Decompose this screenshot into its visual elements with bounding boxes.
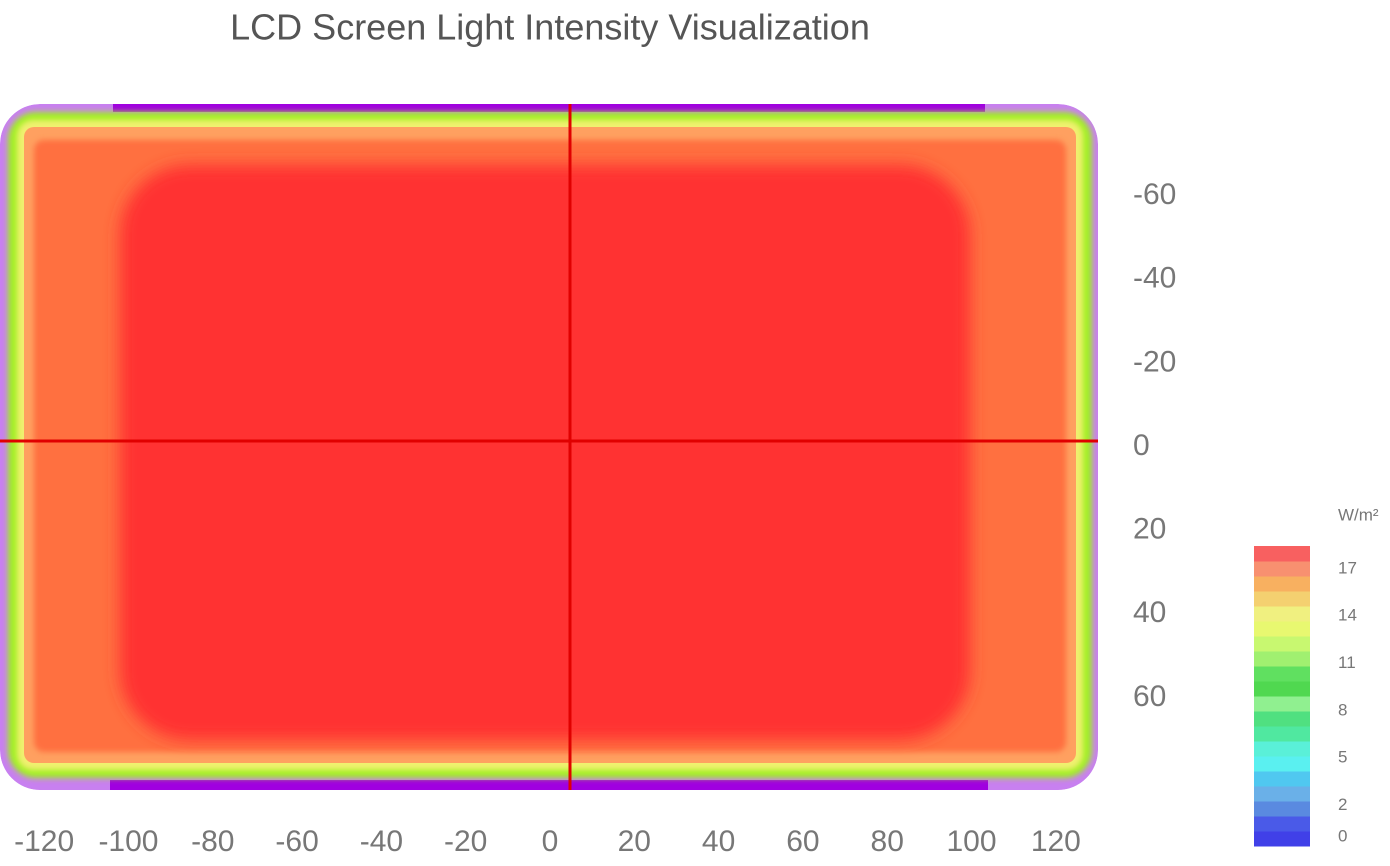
x-tick-label: 60 <box>786 825 819 858</box>
colorbar-tick-label: 8 <box>1338 700 1347 719</box>
colorbar-swatch <box>1254 711 1310 727</box>
x-tick-label: 80 <box>871 825 904 858</box>
colorbar-swatch <box>1254 816 1310 832</box>
heatmap <box>0 104 1098 790</box>
x-tick-label: 20 <box>618 825 651 858</box>
colorbar-swatch <box>1254 756 1310 772</box>
colorbar-swatch <box>1254 576 1310 592</box>
colorbar-swatch <box>1254 666 1310 682</box>
y-tick-label: -40 <box>1133 262 1176 295</box>
x-tick-label: 120 <box>1031 825 1081 858</box>
colorbar-swatch <box>1254 831 1310 847</box>
colorbar-swatch <box>1254 801 1310 817</box>
y-tick-label: -60 <box>1133 178 1176 211</box>
y-tick-label: 20 <box>1133 513 1166 546</box>
colorbar-tick-label: 11 <box>1338 653 1356 672</box>
x-tick-label: 0 <box>542 825 559 858</box>
x-tick-label: -120 <box>14 825 74 858</box>
y-tick-label: -20 <box>1133 345 1176 378</box>
y-tick-label: 0 <box>1133 429 1150 462</box>
colorbar-swatch <box>1254 726 1310 742</box>
colorbar-swatch <box>1254 606 1310 622</box>
y-tick-label: 40 <box>1133 596 1166 629</box>
colorbar-swatch <box>1254 786 1310 802</box>
colorbar-tick-label: 2 <box>1338 795 1347 814</box>
x-tick-label: 40 <box>702 825 735 858</box>
colorbar-swatch <box>1254 681 1310 697</box>
colorbar-swatch <box>1254 696 1310 712</box>
y-tick-label: 60 <box>1133 680 1166 713</box>
colorbar-tick-label: 17 <box>1338 558 1357 577</box>
colorbar-swatch <box>1254 546 1310 562</box>
colorbar-tick-label: 0 <box>1338 826 1347 845</box>
x-tick-label: -20 <box>444 825 487 858</box>
colorbar-tick-label: 5 <box>1338 748 1347 767</box>
colorbar-label: W/m² <box>1338 505 1379 524</box>
x-tick-label: 100 <box>947 825 997 858</box>
colorbar-swatch <box>1254 651 1310 667</box>
colorbar-tick-label: 14 <box>1338 606 1357 625</box>
colorbar-swatch <box>1254 621 1310 637</box>
x-tick-label: -80 <box>191 825 234 858</box>
x-tick-label: -40 <box>360 825 403 858</box>
colorbar-swatch <box>1254 771 1310 787</box>
chart-title: LCD Screen Light Intensity Visualization <box>230 7 870 48</box>
colorbar-swatch <box>1254 741 1310 757</box>
x-tick-label: -60 <box>275 825 318 858</box>
x-tick-label: -100 <box>98 825 158 858</box>
colorbar-swatch <box>1254 636 1310 652</box>
colorbar-swatch <box>1254 561 1310 577</box>
colorbar-swatch <box>1254 591 1310 607</box>
